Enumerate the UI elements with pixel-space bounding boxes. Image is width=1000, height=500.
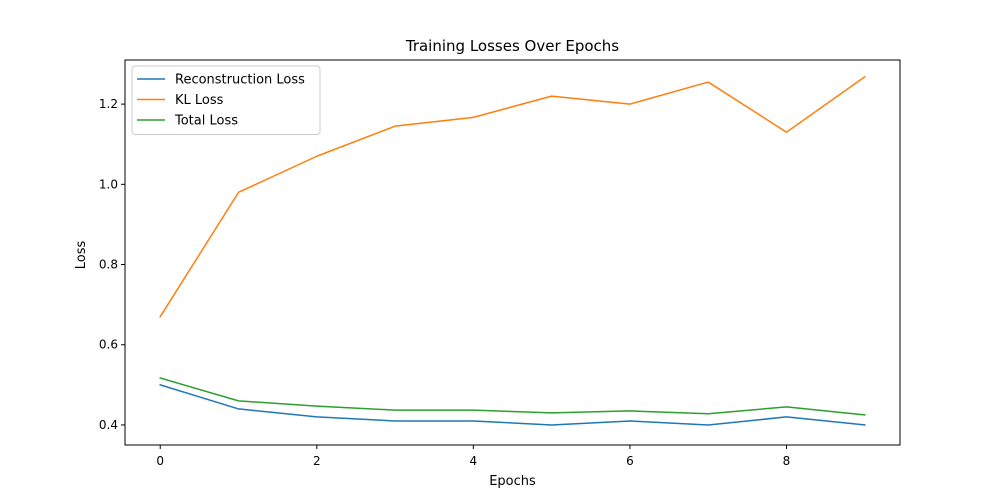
- y-tick-label: 1.0: [99, 177, 118, 191]
- series-line-3: [159, 377, 866, 416]
- y-tick-label: 0.8: [99, 258, 118, 272]
- x-tick-label: 2: [313, 454, 321, 468]
- legend-label: KL Loss: [175, 93, 224, 108]
- legend-label: Reconstruction Loss: [175, 73, 305, 88]
- plot-frame: [124, 59, 901, 446]
- y-tick-label: 1.2: [99, 97, 118, 111]
- legend-box: [131, 65, 321, 135]
- x-axis-label: Epochs: [489, 474, 536, 489]
- legend-label: Total Loss: [174, 114, 238, 129]
- y-tick-label: 0.6: [99, 338, 118, 352]
- series-line-2: [159, 75, 866, 318]
- x-tick-label: 4: [470, 454, 478, 468]
- legend: Reconstruction Loss KL Loss Total Loss: [131, 65, 321, 135]
- chart-title: Training Losses Over Epochs: [405, 37, 619, 55]
- x-tick-label: 6: [626, 454, 634, 468]
- x-tick-label: 0: [156, 454, 164, 468]
- plot-area: [159, 75, 866, 426]
- axes: 0 2 4 6 8 0.4 0.6 0.8 1.0 1.2: [99, 97, 790, 468]
- series-line-1: [159, 383, 866, 426]
- y-axis-label: Loss: [74, 241, 89, 270]
- x-tick-label: 8: [783, 454, 791, 468]
- y-tick-label: 0.4: [99, 418, 118, 432]
